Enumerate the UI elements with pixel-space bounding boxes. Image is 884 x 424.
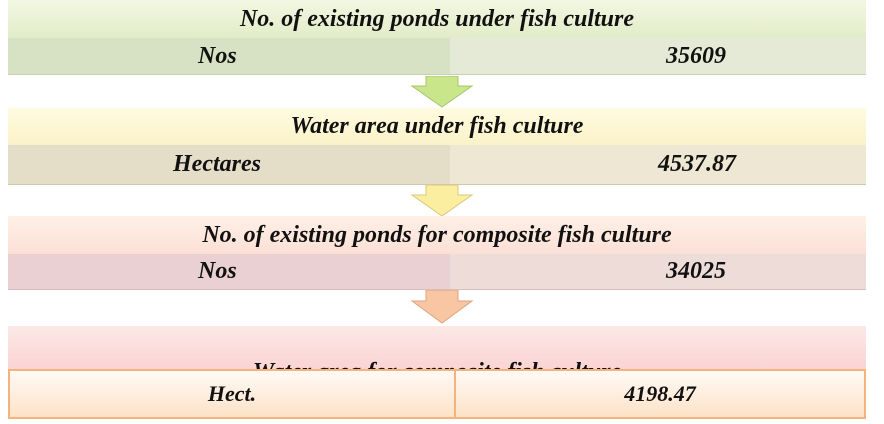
arrow bbox=[410, 290, 474, 324]
arrow bbox=[410, 76, 474, 108]
arrow bbox=[410, 185, 474, 217]
block-row: Hect. 4198.47 bbox=[8, 369, 866, 419]
value: 35609 bbox=[450, 38, 866, 74]
unit: Hectares bbox=[8, 145, 450, 184]
unit: Nos bbox=[8, 254, 450, 289]
unit: Hect. bbox=[10, 371, 456, 417]
block-row: Nos 34025 bbox=[8, 254, 866, 290]
value: 4537.87 bbox=[450, 145, 866, 184]
block-row: Nos 35609 bbox=[8, 38, 866, 75]
unit: Nos bbox=[8, 38, 450, 74]
block-row: Hectares 4537.87 bbox=[8, 145, 866, 185]
block-title: No. of existing ponds for composite fish… bbox=[8, 216, 866, 254]
value: 4198.47 bbox=[456, 371, 864, 417]
block-title: Water area under fish culture bbox=[8, 108, 866, 145]
value: 34025 bbox=[450, 254, 866, 289]
block-title: No. of existing ponds under fish culture bbox=[8, 0, 866, 38]
